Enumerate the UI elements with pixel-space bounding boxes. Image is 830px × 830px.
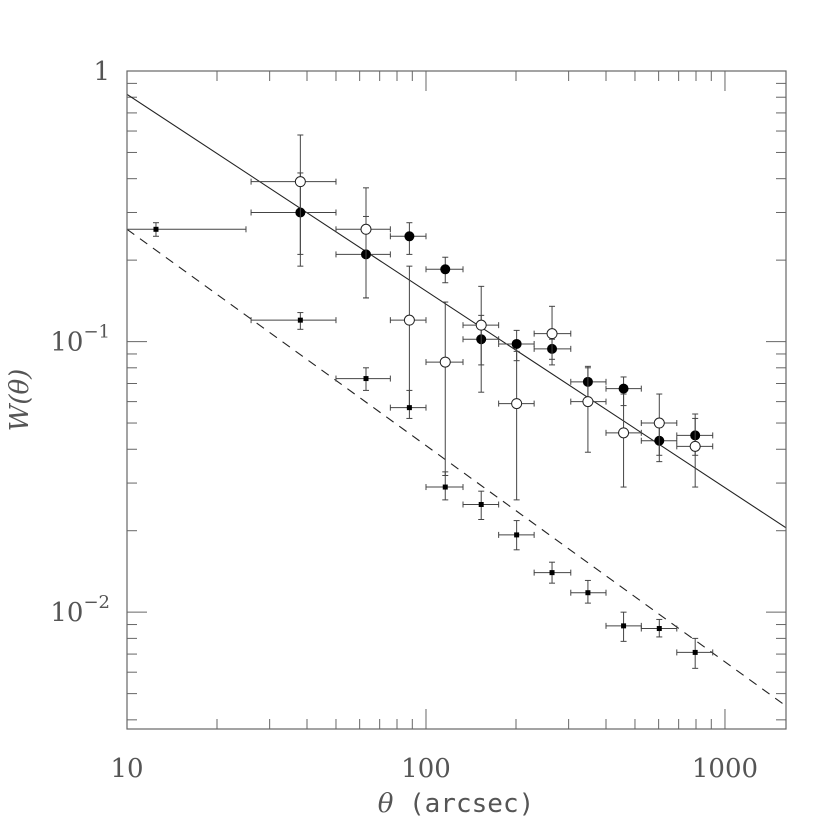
filled-square-marker bbox=[585, 590, 591, 596]
y-axis-symbol: θ bbox=[5, 378, 35, 394]
data-point-open-circle bbox=[389, 265, 427, 409]
open-circle-marker bbox=[360, 223, 372, 235]
data-point-filled-square bbox=[533, 561, 572, 584]
data-point-filled-circle bbox=[389, 222, 427, 255]
filled-circle-marker bbox=[511, 338, 522, 349]
filled-square-marker bbox=[478, 501, 484, 507]
x-axis-symbol: θ bbox=[378, 789, 394, 819]
filled-square-marker bbox=[621, 623, 627, 629]
y-tick-label: 1 bbox=[93, 57, 110, 87]
data-point-filled-circle bbox=[498, 329, 535, 362]
data-point-filled-square bbox=[640, 618, 678, 638]
y-tick-label: 10−1 bbox=[50, 322, 110, 358]
open-circle-marker bbox=[582, 396, 594, 408]
filled-square-marker bbox=[153, 226, 159, 232]
data-point-open-circle bbox=[498, 350, 535, 501]
x-tick-label: 100 bbox=[401, 754, 451, 784]
fit-lines bbox=[127, 93, 786, 707]
data-point-open-circle bbox=[676, 413, 714, 488]
y-axis-main: W( bbox=[5, 394, 35, 432]
data-series bbox=[126, 134, 714, 669]
data-point-open-circle bbox=[640, 393, 678, 456]
data-point-filled-circle bbox=[425, 256, 464, 284]
open-circle-marker bbox=[546, 328, 558, 340]
x-axis-unit: (arcsec) bbox=[409, 789, 534, 819]
data-point-open-circle bbox=[250, 134, 337, 255]
data-point-open-circle bbox=[605, 393, 642, 488]
filled-square-marker bbox=[363, 376, 369, 382]
y-tick-exponent: −2 bbox=[83, 592, 110, 613]
data-point-filled-square bbox=[676, 637, 714, 669]
data-point-filled-circle bbox=[605, 376, 642, 407]
open-circle-marker bbox=[618, 427, 630, 439]
data-point-filled-square bbox=[250, 312, 337, 330]
open-circle-marker bbox=[403, 314, 415, 326]
filled-square-marker bbox=[656, 626, 662, 632]
y-tick-base: 10 bbox=[50, 598, 83, 628]
filled-circle-marker bbox=[404, 231, 415, 242]
plot-frame bbox=[126, 70, 787, 730]
data-point-filled-square bbox=[425, 471, 464, 501]
filled-square-marker bbox=[692, 649, 698, 655]
data-point-filled-square bbox=[126, 222, 247, 237]
filled-square-marker bbox=[406, 405, 412, 411]
data-point-open-circle bbox=[425, 301, 464, 476]
open-circle-marker bbox=[294, 176, 306, 188]
open-circle-marker bbox=[475, 319, 487, 331]
x-tick-label: 1000 bbox=[692, 754, 758, 784]
data-point-open-circle bbox=[533, 305, 572, 366]
y-tick-base: 1 bbox=[93, 57, 110, 87]
open-circle-marker bbox=[689, 440, 701, 452]
data-point-filled-square bbox=[605, 611, 642, 642]
y-tick-label: 10−2 bbox=[50, 592, 110, 628]
series-filled-circle bbox=[250, 172, 714, 463]
open-circle-marker bbox=[511, 398, 523, 410]
tick-marks bbox=[126, 70, 786, 729]
filled-square-marker bbox=[549, 570, 555, 576]
data-point-filled-square bbox=[389, 389, 427, 419]
open-circle-marker bbox=[653, 417, 665, 429]
open-circle-marker bbox=[439, 356, 451, 368]
data-point-filled-square bbox=[335, 367, 391, 391]
filled-circle-marker bbox=[618, 383, 629, 394]
data-point-open-circle bbox=[570, 367, 607, 453]
y-tick-exponent: −1 bbox=[83, 322, 110, 343]
data-point-filled-square bbox=[462, 490, 500, 521]
data-point-open-circle bbox=[462, 285, 500, 393]
x-tick-label: 10 bbox=[110, 754, 143, 784]
filled-square-marker bbox=[297, 317, 303, 323]
data-point-filled-square bbox=[570, 579, 607, 604]
data-point-filled-square bbox=[498, 520, 535, 551]
solid-fit-line bbox=[127, 93, 786, 529]
y-axis-title: W(θ) bbox=[5, 369, 35, 432]
y-axis-close: ) bbox=[5, 369, 35, 380]
y-tick-base: 10 bbox=[50, 328, 83, 358]
filled-square-marker bbox=[442, 484, 448, 490]
series-filled-square bbox=[126, 222, 714, 669]
data-point-open-circle bbox=[335, 187, 391, 299]
data-point-filled-circle bbox=[250, 172, 337, 267]
series-open-circle bbox=[250, 134, 714, 501]
dashed-fit-line bbox=[127, 228, 786, 707]
x-axis-title: θ (arcsec) bbox=[378, 789, 535, 819]
filled-circle-marker bbox=[440, 264, 451, 275]
filled-square-marker bbox=[514, 532, 520, 538]
